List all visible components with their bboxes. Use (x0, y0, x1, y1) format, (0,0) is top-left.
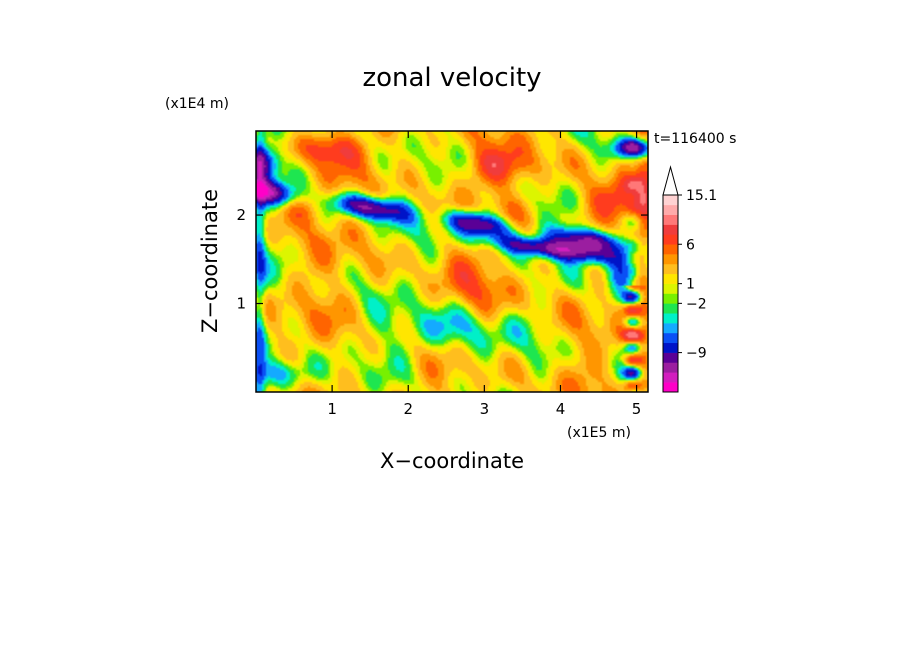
colorbar-level-19 (663, 195, 678, 206)
plot-frame (255, 130, 649, 393)
x-tick-label-4: 5 (632, 400, 642, 418)
x-axis-title: X−coordinate (380, 449, 524, 473)
x-tick-label-1: 2 (403, 400, 413, 418)
colorbar-level-5 (663, 332, 678, 344)
x-tick-label-2: 3 (480, 400, 490, 418)
chart-title: zonal velocity (362, 63, 541, 93)
colorbar-level-10 (663, 283, 678, 294)
y-tick-label-0: 1 (236, 295, 246, 313)
colorbar-level-1 (663, 372, 678, 383)
colorbar-level-8 (663, 303, 678, 314)
x-tick-label-0: 1 (327, 400, 337, 418)
colorbar-frame (662, 194, 679, 393)
colorbar-level-4 (663, 342, 678, 353)
colorbar-level-14 (663, 244, 678, 255)
colorbar-level-7 (663, 313, 678, 324)
colorbar-level-18 (663, 204, 678, 215)
colorbar-extend-arrow (662, 165, 679, 196)
colorbar-level-0 (663, 382, 678, 393)
colorbar-level-2 (663, 362, 678, 373)
colorbar-level-15 (663, 234, 678, 245)
colorbar-level-11 (663, 273, 678, 284)
colorbar: −9 −2 1 6 15.1 (662, 165, 717, 393)
colorbar-level-17 (663, 214, 678, 225)
colorbar-label-2: 1 (686, 277, 695, 293)
colorbar-label-3: 6 (686, 237, 695, 253)
velocity-field (256, 131, 648, 392)
colorbar-level-6 (663, 323, 678, 334)
colorbar-level-9 (663, 293, 678, 304)
colorbar-level-3 (663, 352, 678, 363)
colorbar-label-1: −2 (686, 296, 707, 312)
y-axis-title: Z−coordinate (198, 189, 222, 333)
colorbar-level-16 (663, 224, 678, 235)
x-tick-label-3: 4 (556, 400, 566, 418)
y-tick-label-1: 2 (236, 206, 246, 224)
x-axis: 1 2 3 4 5 (327, 131, 641, 418)
colorbar-level-12 (663, 263, 678, 275)
colorbar-level-13 (663, 254, 678, 265)
colorbar-label-0: −9 (686, 346, 707, 362)
x-unit-label: (x1E5 m) (567, 425, 631, 441)
y-axis: 12 (236, 206, 648, 313)
time-label: t=116400 s (654, 131, 736, 147)
y-unit-label: (x1E4 m) (165, 96, 229, 112)
velocity-contours (256, 131, 648, 392)
colorbar-label-4: 15.1 (686, 188, 717, 204)
